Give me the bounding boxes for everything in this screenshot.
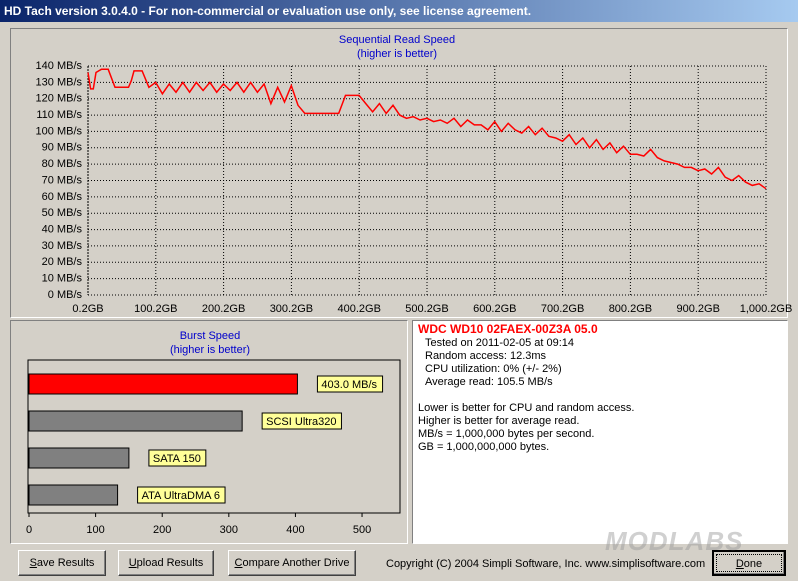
note-line: MB/s = 1,000,000 bytes per second. — [418, 428, 595, 440]
copyright: Copyright (C) 2004 Simpli Software, Inc.… — [386, 558, 706, 570]
plot-frame — [27, 359, 401, 514]
chart-subtitle: (higher is better) — [357, 48, 437, 60]
note-line: Lower is better for CPU and random acces… — [418, 402, 635, 414]
bar-label-box — [148, 449, 207, 467]
chart-subtitle: (higher is better) — [170, 344, 250, 356]
x-tick-label: 500.2GB — [405, 303, 448, 315]
y-tick-label: 30 MB/s — [42, 240, 83, 252]
bar-label: 403.0 MB/s — [321, 379, 377, 391]
bar-label-box — [261, 412, 342, 430]
x-tick-label: 1,000.2GB — [740, 303, 793, 315]
read-panel — [10, 28, 788, 318]
info-line: CPU utilization: 0% (+/- 2%) — [425, 363, 562, 375]
read-speed-line — [87, 68, 767, 190]
bar — [28, 410, 243, 432]
info-panel — [412, 320, 788, 544]
y-tick-label: 120 MB/s — [36, 93, 83, 105]
bar-label-box — [316, 375, 384, 393]
chart-title: Burst Speed — [180, 330, 241, 342]
bar-label-box — [137, 486, 226, 504]
watermark: MODLABS — [605, 526, 744, 556]
save-button[interactable]: Save Results — [18, 550, 106, 576]
x-tick-label: 0.2GB — [72, 303, 103, 315]
x-tick-label: 400.2GB — [337, 303, 380, 315]
bar-label: ATA UltraDMA 6 — [142, 490, 220, 502]
y-tick-label: 140 MB/s — [36, 60, 83, 72]
drive-name: WDC WD10 02FAEX-00Z3A 05.0 — [418, 322, 598, 336]
x-tick-label: 900.2GB — [676, 303, 719, 315]
y-tick-label: 100 MB/s — [36, 125, 83, 137]
bar — [28, 447, 130, 469]
y-tick-label: 130 MB/s — [36, 76, 83, 88]
x-tick-label: 200 — [153, 524, 171, 536]
bar — [28, 484, 119, 506]
y-tick-label: 110 MB/s — [36, 109, 82, 121]
note-line: Higher is better for average read. — [418, 415, 580, 427]
upload-button[interactable]: Upload Results — [118, 550, 214, 576]
info-line: Random access: 12.3ms — [425, 350, 547, 362]
info-line: Average read: 105.5 MB/s — [425, 376, 553, 388]
y-tick-label: 40 MB/s — [42, 223, 83, 235]
y-tick-label: 10 MB/s — [42, 273, 83, 285]
note-line: GB = 1,000,000,000 bytes. — [418, 441, 550, 453]
chart-title: Sequential Read Speed — [339, 34, 455, 46]
compare-button[interactable]: Compare Another Drive — [228, 550, 356, 576]
bar — [28, 373, 298, 395]
y-tick-label: 70 MB/s — [42, 174, 83, 186]
x-tick-label: 300 — [220, 524, 238, 536]
x-tick-label: 100.2GB — [134, 303, 177, 315]
x-tick-label: 700.2GB — [541, 303, 584, 315]
x-tick-label: 400 — [286, 524, 304, 536]
burst-panel — [10, 320, 408, 544]
x-tick-label: 600.2GB — [473, 303, 516, 315]
title-bar: HD Tach version 3.0.4.0 - For non-commer… — [0, 0, 798, 22]
x-tick-label: 100 — [86, 524, 104, 536]
x-tick-label: 500 — [353, 524, 371, 536]
y-tick-label: 20 MB/s — [42, 256, 83, 268]
y-tick-label: 90 MB/s — [42, 142, 83, 154]
x-tick-label: 0 — [26, 524, 32, 536]
bar-label: SCSI Ultra320 — [266, 416, 336, 428]
x-tick-label: 200.2GB — [202, 303, 245, 315]
x-tick-label: 300.2GB — [270, 303, 313, 315]
x-tick-label: 800.2GB — [609, 303, 652, 315]
bar-label: SATA 150 — [153, 453, 201, 465]
plot-frame — [87, 65, 767, 296]
done-button[interactable]: Done — [712, 550, 786, 576]
y-tick-label: 60 MB/s — [42, 191, 83, 203]
y-tick-label: 0 MB/s — [48, 289, 83, 301]
y-tick-label: 80 MB/s — [42, 158, 83, 170]
y-tick-label: 50 MB/s — [42, 207, 83, 219]
info-line: Tested on 2011-02-05 at 09:14 — [425, 337, 575, 349]
